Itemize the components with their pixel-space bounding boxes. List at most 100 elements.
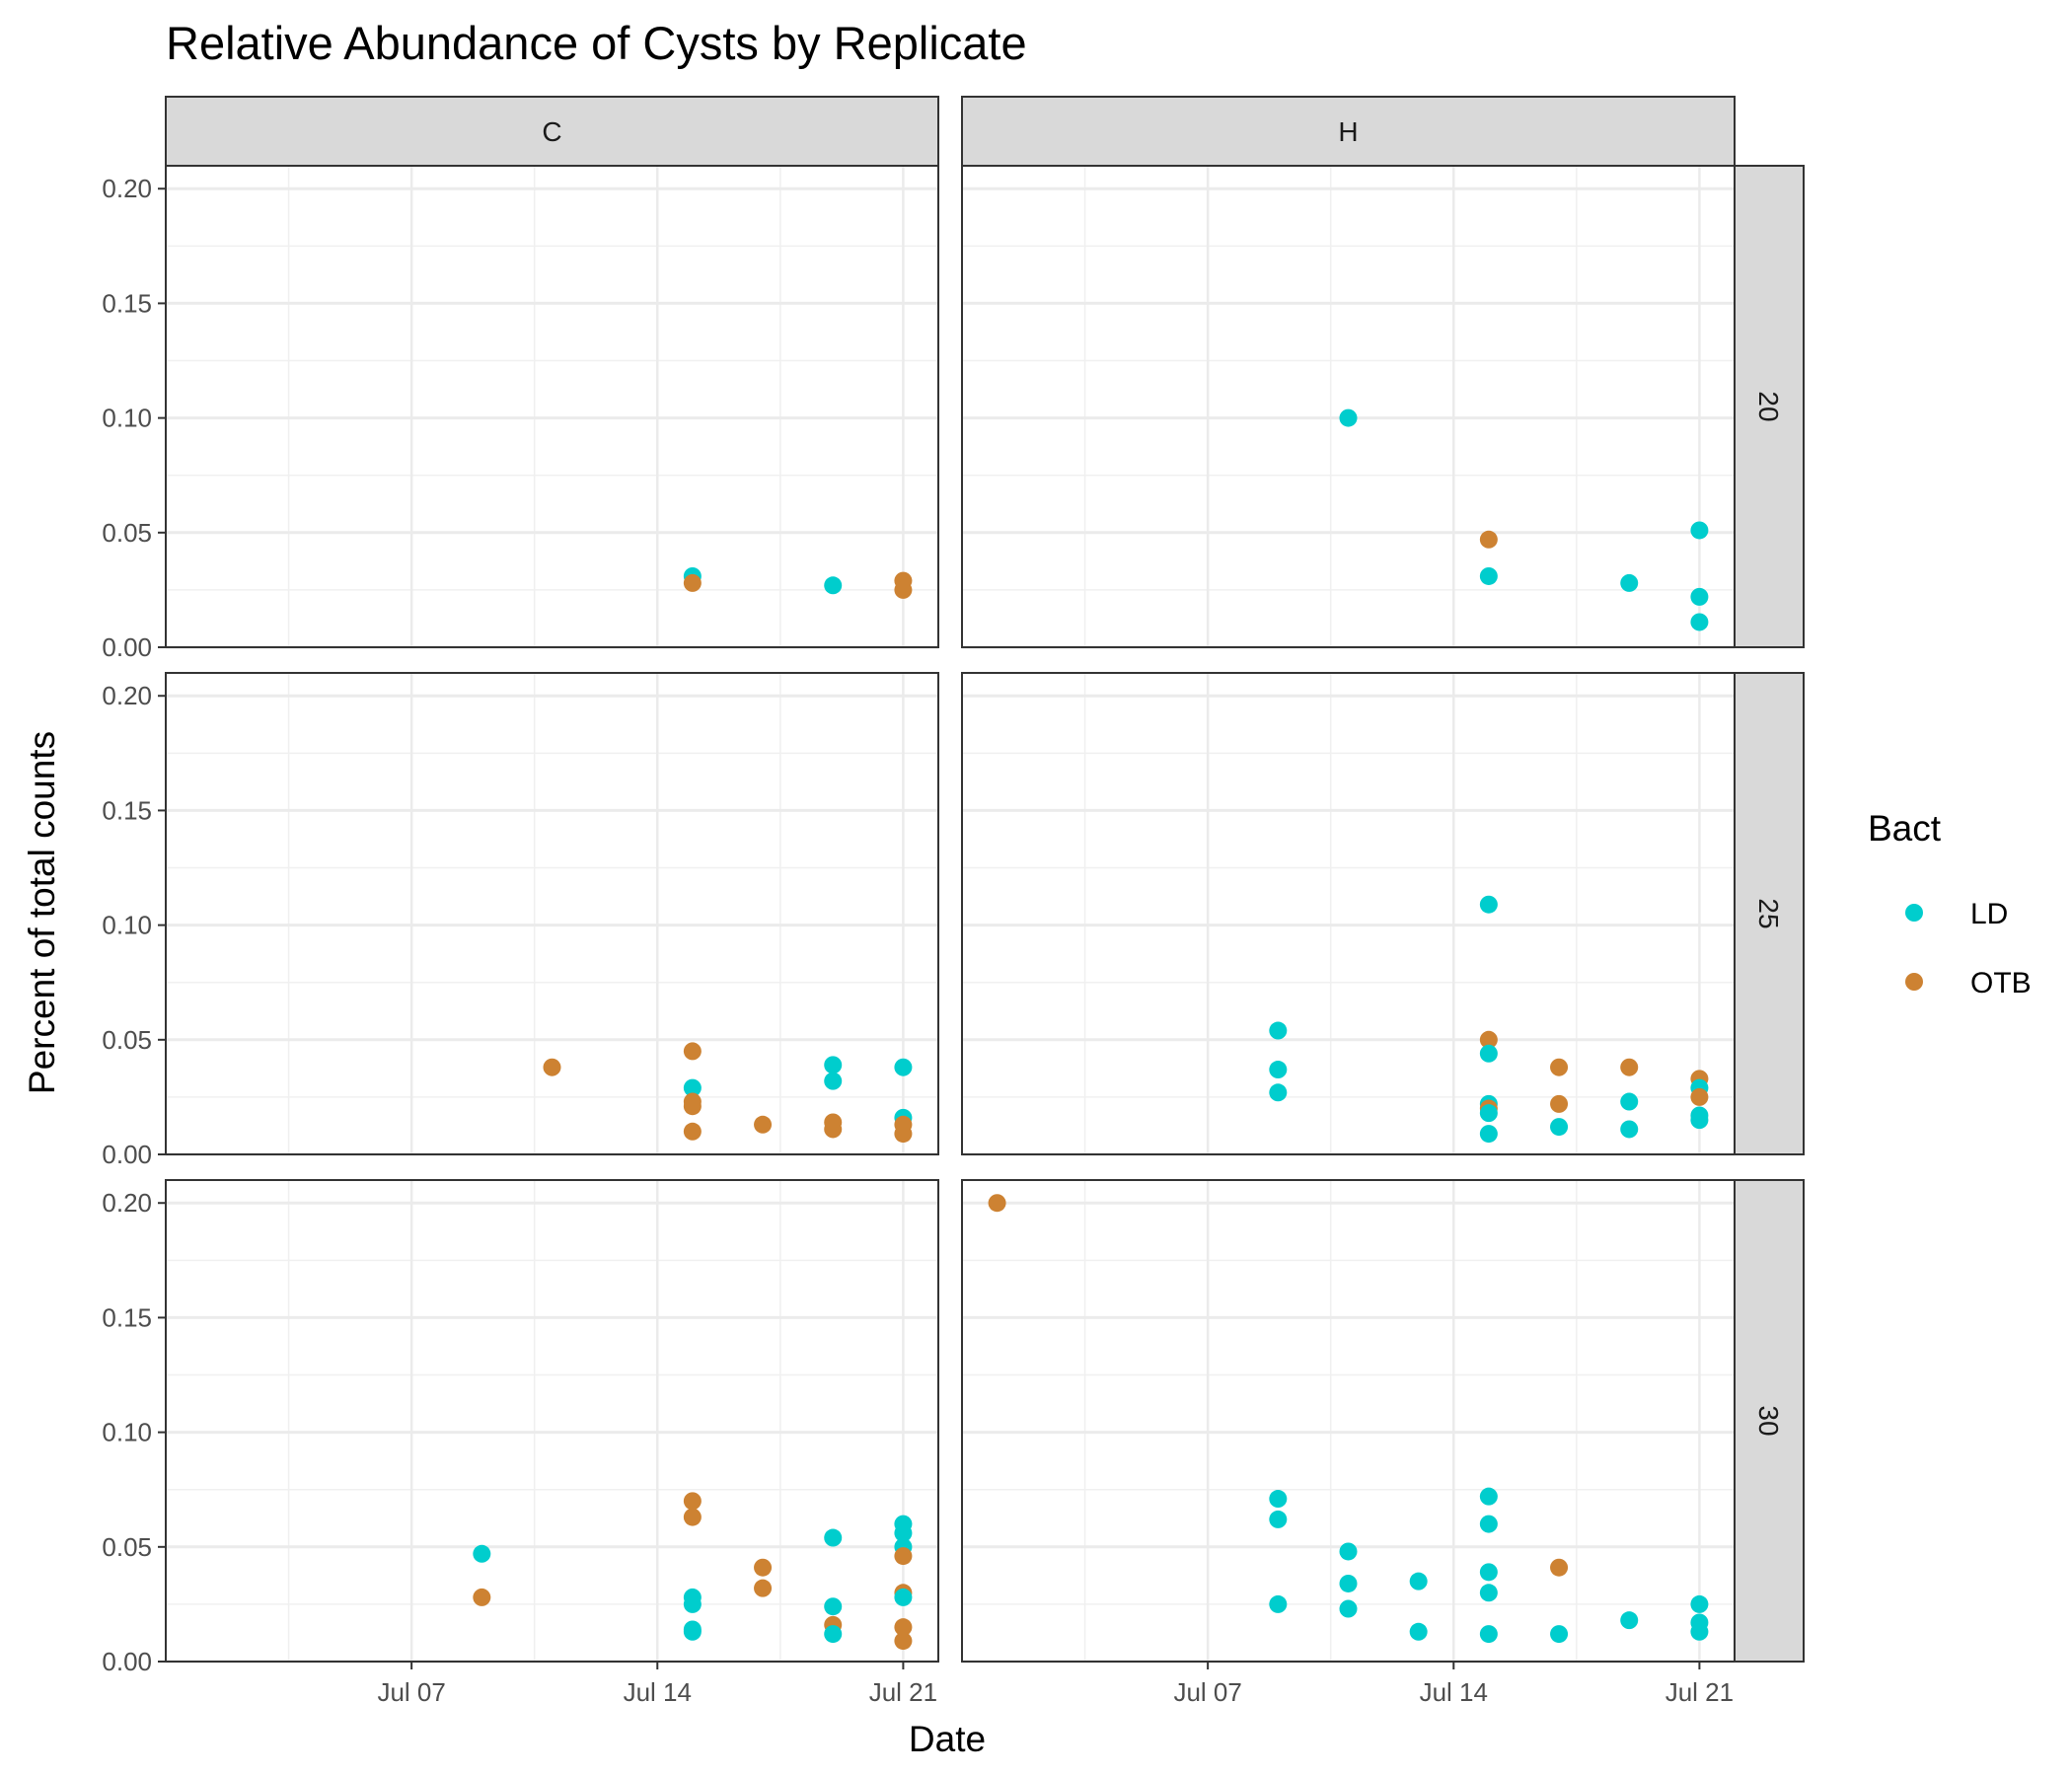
data-point-otb	[1550, 1058, 1569, 1076]
data-point-otb	[894, 1547, 913, 1566]
data-point-ld	[824, 1597, 843, 1616]
strip-col-C: C	[165, 96, 939, 167]
panel-background	[166, 166, 938, 647]
data-point-ld	[894, 1523, 913, 1542]
y-tick-label: 0.00	[102, 1647, 152, 1676]
panel-border	[961, 672, 1736, 1155]
data-point-otb	[1550, 1558, 1569, 1577]
data-point-ld	[1269, 1083, 1288, 1102]
y-axis-title: Percent of total counts	[22, 731, 62, 1094]
data-point-otb	[683, 1097, 702, 1116]
data-point-otb	[754, 1579, 773, 1597]
data-point-ld	[1479, 1563, 1498, 1582]
data-point-ld	[683, 1078, 702, 1097]
data-point-ld	[1269, 1490, 1288, 1509]
y-tick-label: 0.10	[102, 404, 152, 433]
panel-background	[166, 1180, 938, 1662]
data-point-ld	[1620, 573, 1639, 592]
data-point-ld	[824, 1528, 843, 1547]
data-point-ld	[1339, 408, 1358, 427]
data-point-ld	[1339, 1599, 1358, 1618]
x-tick-label: Jul 21	[869, 1677, 937, 1707]
strip-row-20: 20	[1734, 165, 1805, 648]
data-point-otb	[683, 1492, 702, 1511]
y-tick-label: 0.20	[102, 681, 152, 710]
data-point-ld	[824, 1625, 843, 1644]
data-point-ld	[1479, 895, 1498, 914]
legend-key-ld	[1905, 904, 1923, 922]
data-point-otb	[683, 1508, 702, 1526]
x-tick-label: Jul 14	[624, 1677, 692, 1707]
y-tick-label: 0.15	[102, 795, 152, 825]
legend-key-otb	[1905, 973, 1923, 991]
data-point-ld	[1479, 1625, 1498, 1644]
legend-label-otb: OTB	[1970, 967, 2032, 999]
data-point-ld	[1550, 1625, 1569, 1644]
data-point-ld	[1339, 1574, 1358, 1592]
data-point-otb	[1620, 1058, 1639, 1076]
data-point-ld	[1690, 613, 1709, 631]
data-point-ld	[824, 1072, 843, 1090]
legend: Bact LD OTB	[1868, 808, 2032, 999]
legend-title: Bact	[1868, 808, 1942, 849]
data-point-ld	[683, 1594, 702, 1613]
data-point-otb	[1479, 1030, 1498, 1049]
data-point-otb	[754, 1558, 773, 1577]
panel-border	[961, 165, 1736, 648]
strip-col-box	[961, 96, 1736, 167]
strip-row-30: 30	[1734, 1179, 1805, 1663]
y-tick-label: 0.20	[102, 1188, 152, 1218]
y-tick-label: 0.00	[102, 1140, 152, 1169]
chart-title: Relative Abundance of Cysts by Replicate	[166, 17, 1027, 69]
data-point-otb	[1690, 1087, 1709, 1106]
x-tick-label: Jul 14	[1420, 1677, 1488, 1707]
y-tick-label: 0.20	[102, 174, 152, 203]
data-point-ld	[1550, 1118, 1569, 1137]
strip-col-label: C	[542, 116, 561, 147]
x-tick-label: Jul 07	[377, 1677, 445, 1707]
data-point-ld	[1409, 1622, 1428, 1641]
panel-H-30: Jul 07 Jul 14 Jul 21	[961, 1179, 1736, 1707]
strip-col-H: H	[961, 96, 1736, 167]
data-point-ld	[894, 1588, 913, 1606]
panel-border	[165, 672, 939, 1155]
data-point-ld	[1690, 1111, 1709, 1130]
data-point-otb	[894, 1125, 913, 1144]
data-point-ld	[1690, 587, 1709, 606]
strip-row-box	[1734, 672, 1805, 1155]
data-point-otb	[988, 1194, 1006, 1213]
y-tick-label: 0.10	[102, 911, 152, 940]
data-point-ld	[1690, 1622, 1709, 1641]
data-point-ld	[1339, 1542, 1358, 1561]
legend-label-ld: LD	[1970, 898, 2008, 930]
data-point-otb	[1550, 1094, 1569, 1113]
panel-C-25: 0.00 0.05 0.10 0.15 0.20	[102, 672, 939, 1169]
data-point-ld	[1269, 1021, 1288, 1040]
data-point-ld	[1269, 1594, 1288, 1613]
data-point-ld	[1479, 1487, 1498, 1506]
legend-entry-ld: LD	[1905, 898, 2008, 930]
strip-row-label: 25	[1753, 898, 1784, 928]
y-tick-label: 0.10	[102, 1418, 152, 1447]
data-point-ld	[1620, 1611, 1639, 1630]
strip-row-25: 25	[1734, 672, 1805, 1155]
data-point-ld	[1479, 1104, 1498, 1123]
data-point-otb	[683, 573, 702, 592]
panel-background	[166, 673, 938, 1154]
panel-H-25	[961, 672, 1736, 1156]
panel-border	[961, 1179, 1736, 1663]
legend-entry-otb: OTB	[1905, 967, 2032, 999]
data-point-ld	[1690, 521, 1709, 540]
x-tick-label: Jul 21	[1665, 1677, 1734, 1707]
y-tick-label: 0.05	[102, 518, 152, 548]
data-point-otb	[1479, 530, 1498, 549]
data-point-ld	[1409, 1572, 1428, 1591]
data-point-ld	[1620, 1092, 1639, 1111]
data-point-ld	[1479, 1125, 1498, 1144]
data-point-otb	[683, 1122, 702, 1141]
panel-border	[165, 1179, 939, 1663]
data-point-ld	[1479, 1515, 1498, 1533]
strip-row-label: 20	[1753, 391, 1784, 421]
data-point-ld	[824, 1056, 843, 1074]
